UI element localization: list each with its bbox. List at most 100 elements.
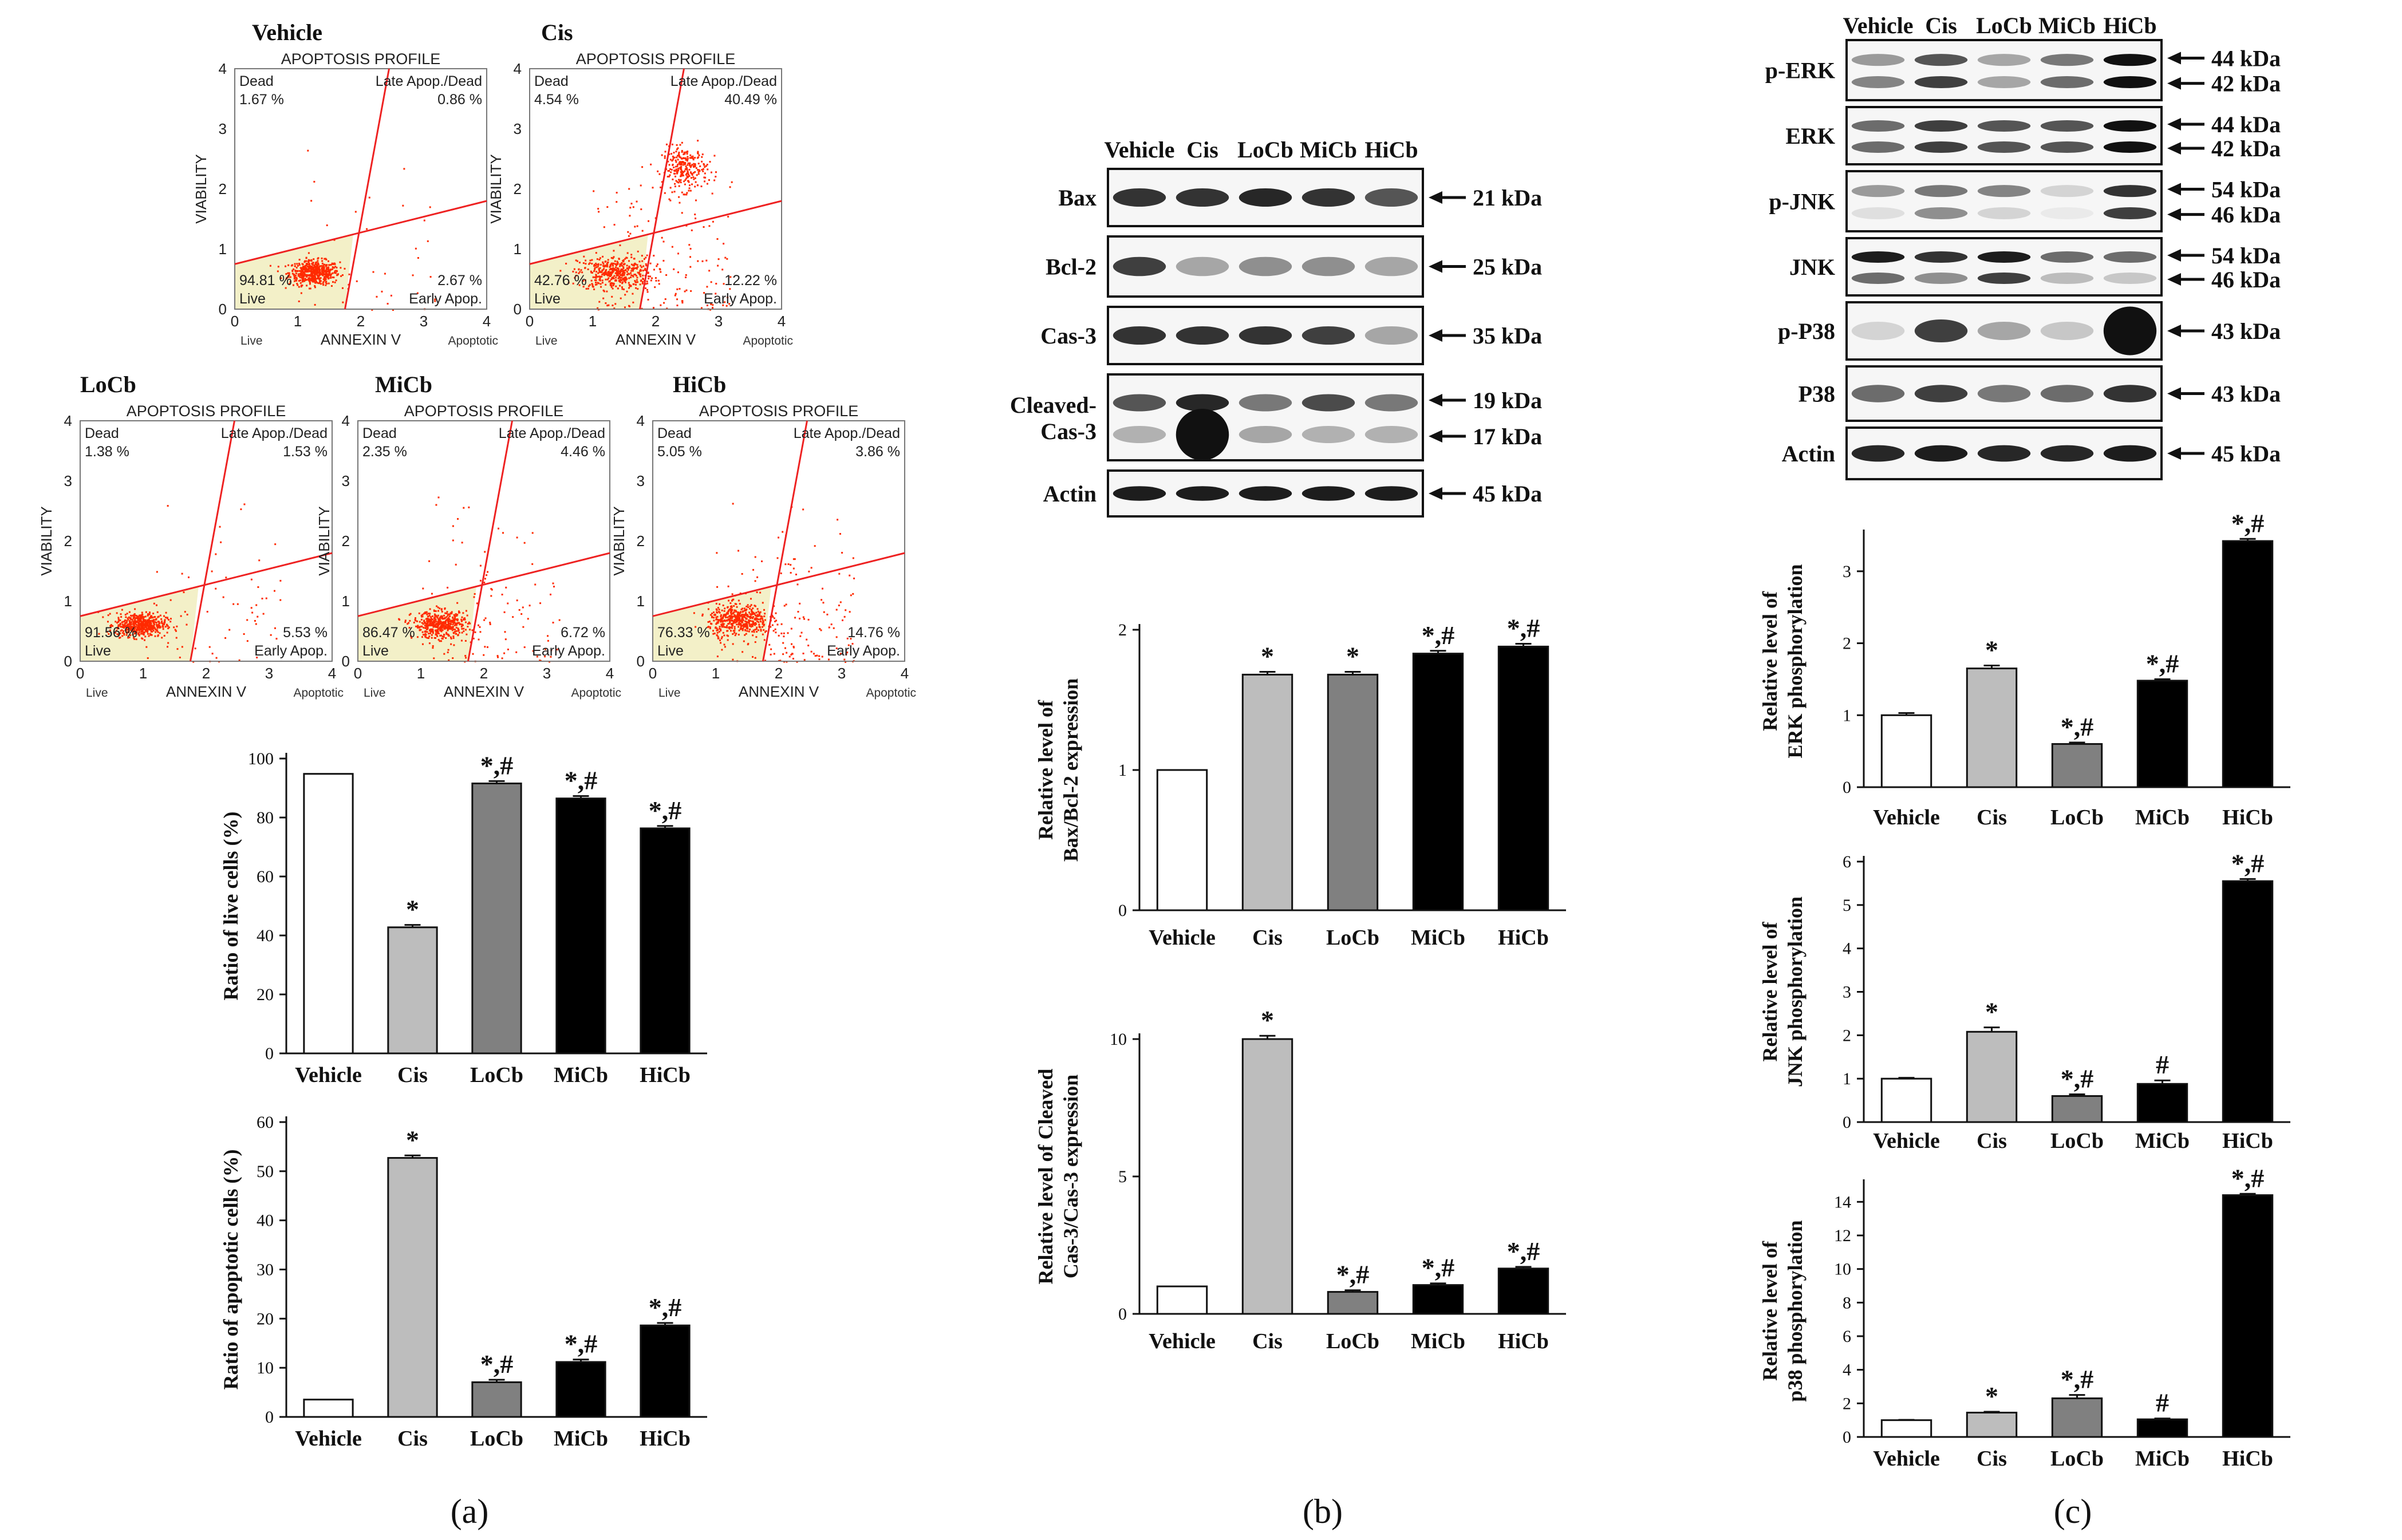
protein-label: p-P38	[1778, 318, 1835, 344]
band	[1301, 326, 1355, 345]
arrow-head-icon	[2167, 325, 2181, 337]
arrow-head-icon	[1429, 191, 1442, 204]
kda-label: 44 kDa	[2211, 112, 2281, 137]
y-tick-label: 14	[1834, 1192, 1851, 1211]
y-tick: 4	[514, 60, 522, 77]
arrow-head-icon	[1429, 487, 1442, 500]
bar-locb	[1327, 1291, 1379, 1315]
bar-vehicle	[1156, 1285, 1208, 1315]
y-axis-title: VIABILITY	[610, 506, 628, 575]
category-label: HiCb	[640, 1427, 691, 1451]
x-tick: 1	[294, 313, 302, 330]
category-label: Vehicle	[1873, 1129, 1940, 1153]
band	[1914, 319, 1968, 342]
x-tick: 3	[265, 665, 273, 682]
western-blot-apoptosis: Vehicle Cis LoCb MiCb HiCb Bax 21 kDa Bcl-2 25 k…	[1010, 137, 1542, 518]
band	[1914, 445, 1968, 462]
gate-horizontal	[80, 552, 333, 617]
category-label: LoCb	[470, 1063, 523, 1087]
quadrant-live-value: 91.56 %	[85, 625, 137, 641]
arrow-head-icon	[2167, 273, 2181, 286]
arrow-head-icon	[1429, 329, 1442, 342]
x-axis-title: ANNEXIN V	[739, 683, 819, 700]
kda-label: 21 kDa	[1473, 185, 1542, 211]
band	[2103, 445, 2157, 462]
event-dots	[269, 149, 436, 311]
band	[1851, 54, 1905, 66]
band	[2040, 385, 2094, 402]
x-axis-apoptotic: Apoptotic	[743, 334, 793, 348]
quadrant-late-label: Late Apop./Dead	[499, 425, 605, 441]
y-tick-label: 2	[1843, 1394, 1851, 1413]
blot-row-actin: Actin 45 kDa	[1043, 469, 1542, 518]
kda-label: 42 kDa	[2211, 136, 2281, 161]
plot-frame	[357, 420, 610, 662]
band	[1364, 326, 1418, 345]
x-tick: 1	[712, 665, 720, 682]
event-dots	[559, 140, 733, 311]
protein-label: ERK	[1785, 123, 1835, 149]
y-tick-label: 20	[257, 1309, 274, 1328]
kda-label: 43 kDa	[2211, 381, 2281, 407]
chart-baxbcl: 0 1 2 Relative level of Bax/Bcl-2 expression…	[1034, 614, 1566, 950]
y-axis-title: Relative level of Cleaved	[1034, 1069, 1057, 1285]
quadrant-late-label: Late Apop./Dead	[376, 73, 482, 89]
y-tick: 0	[64, 653, 72, 670]
band	[2103, 76, 2157, 88]
band	[1239, 188, 1292, 207]
band	[2103, 207, 2157, 219]
band	[2040, 54, 2094, 66]
x-tick: 2	[480, 665, 488, 682]
band	[1977, 120, 2031, 132]
significance-mark: *,#	[2061, 1365, 2094, 1394]
band	[1176, 486, 1229, 501]
lane-label-vehicle: Vehicle	[1105, 137, 1175, 163]
category-label: MiCb	[2135, 805, 2190, 830]
band	[1851, 251, 1905, 263]
y-tick: 3	[219, 120, 227, 137]
y-tick: 1	[219, 240, 227, 258]
category-label: Cis	[1252, 1329, 1283, 1353]
profile-title: APOPTOSIS PROFILE	[281, 50, 441, 68]
y-tick-label: 12	[1834, 1226, 1851, 1245]
y-axis-title: Relative level of	[1034, 700, 1057, 840]
y-tick-label: 20	[257, 985, 274, 1004]
y-tick: 3	[342, 472, 350, 489]
bar-cis	[1241, 1038, 1293, 1315]
y-axis-title: VIABILITY	[38, 506, 55, 575]
y-tick-label: 50	[257, 1162, 274, 1181]
bar-cis	[387, 1157, 438, 1418]
y-tick: 3	[64, 472, 72, 489]
y-tick-label: 60	[257, 867, 274, 886]
bar-cis	[1966, 668, 2018, 788]
lane-label-cis: Cis	[1186, 137, 1218, 163]
significance-mark: *,#	[565, 1329, 598, 1359]
bar-locb	[471, 1381, 522, 1418]
bar-cis	[1966, 1030, 2018, 1123]
protein-label-2: Cas-3	[1040, 418, 1097, 444]
band	[1914, 54, 1968, 66]
category-label: Cis	[397, 1427, 428, 1451]
category-label: HiCb	[640, 1063, 691, 1087]
band	[1977, 445, 2031, 462]
kda-label: 54 kDa	[2211, 243, 2281, 268]
category-label: Cis	[1977, 1129, 2007, 1153]
bar-vehicle	[1880, 1419, 1932, 1438]
significance-mark: *,#	[2061, 712, 2094, 741]
flow-plot-vehicle: Vehicle APOPTOSIS PROFILE Dead 1.67 % Late A…	[192, 19, 498, 348]
kda-label: 19 kDa	[1473, 388, 1542, 413]
band	[2103, 273, 2157, 284]
y-tick-label: 30	[257, 1261, 274, 1280]
y-tick-label: 10	[1834, 1260, 1851, 1279]
x-axis-live: Live	[535, 334, 558, 348]
x-tick: 4	[328, 665, 336, 682]
chart-apop: 0 10 20 30 40 50 60 Ratio of apoptotic cells (%…	[219, 1113, 707, 1451]
band	[1113, 394, 1166, 412]
y-tick-label: 1	[1118, 761, 1127, 780]
band	[1977, 141, 2031, 153]
band	[1914, 207, 1968, 219]
band	[2040, 141, 2094, 153]
